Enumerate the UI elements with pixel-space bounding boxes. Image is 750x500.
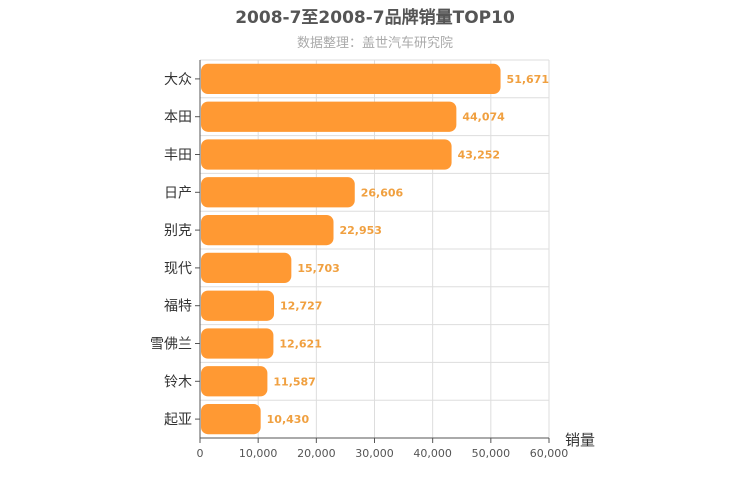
x-tick-label: 10,000: [239, 447, 278, 460]
category-label: 福特: [164, 299, 192, 315]
x-tick-label: 60,000: [530, 447, 569, 460]
x-axis-title: 销量: [565, 431, 595, 449]
category-label: 起亚: [164, 412, 192, 428]
category-label: 日产: [164, 185, 192, 201]
bar-value-label: 12,727: [280, 300, 322, 313]
axes: 0 10,000 20,000 30,000 40,000 50,000 60,000 大众本…: [150, 60, 568, 460]
bar: [201, 366, 268, 397]
chart-subtitle: 数据整理：盖世汽车研究院: [297, 35, 453, 51]
bar: [201, 214, 334, 246]
bar: [201, 403, 261, 435]
bar-value-label: 51,671: [507, 73, 549, 86]
bar-value-label: 15,703: [297, 262, 339, 275]
x-tick-label: 20,000: [297, 447, 336, 460]
bar: [201, 101, 457, 132]
bar: [201, 63, 501, 95]
bar: [201, 139, 452, 170]
category-label: 大众: [164, 72, 192, 88]
chart-title: 2008-7至2008-7品牌销量TOP10: [235, 7, 515, 28]
x-tick-label: 40,000: [413, 447, 452, 460]
bars: 51,671 44,074 43,252 26,606 22,953 15,703 12,7…: [201, 63, 549, 435]
category-label: 别克: [164, 223, 192, 239]
category-label: 现代: [164, 261, 192, 277]
category-label: 本田: [164, 110, 192, 126]
bar-value-label: 10,430: [267, 413, 310, 426]
category-label: 丰田: [164, 148, 192, 164]
bar-value-label: 22,953: [340, 224, 382, 237]
category-label: 雪佛兰: [150, 337, 192, 353]
bar-value-label: 12,621: [279, 338, 321, 351]
bar-value-label: 11,587: [273, 375, 315, 388]
bar-value-label: 44,074: [462, 111, 505, 124]
bar-value-label: 43,252: [458, 149, 500, 162]
category-label: 铃木: [164, 374, 192, 390]
bar: [201, 290, 275, 321]
bar-value-label: 26,606: [361, 186, 404, 199]
x-tick-label: 50,000: [472, 447, 511, 460]
x-tick-label: 0: [197, 447, 204, 460]
bar: [201, 328, 274, 359]
x-tick-label: 30,000: [355, 447, 394, 460]
bar: [201, 177, 355, 208]
bar: [201, 252, 292, 284]
